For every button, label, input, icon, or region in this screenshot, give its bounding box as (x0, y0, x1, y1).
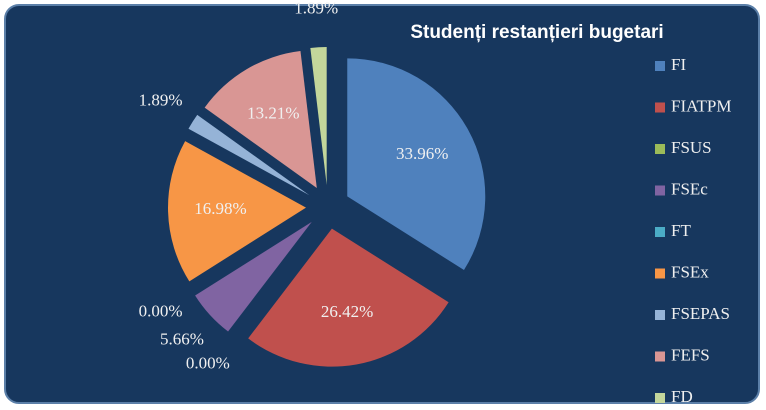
legend-swatch (655, 185, 665, 196)
data-label: 5.66% (160, 330, 204, 349)
legend-swatch (655, 144, 665, 154)
legend-swatch (655, 310, 665, 320)
pie-slice (168, 141, 307, 282)
legend-label: FD (671, 387, 693, 406)
data-label: 13.21% (247, 103, 299, 122)
chart-title: Studenți restanțieri bugetari (410, 22, 663, 43)
legend-swatch (655, 268, 665, 279)
pie-slice (347, 58, 486, 271)
legend-label: FSUS (671, 138, 712, 157)
data-label: 1.89% (139, 90, 183, 109)
legend-label: FSEx (671, 262, 709, 281)
legend-label: FI (671, 55, 686, 74)
legend-swatch (655, 102, 665, 113)
legend-label: FSEPAS (671, 304, 730, 323)
legend-label: FT (671, 221, 691, 240)
data-label: 26.42% (321, 302, 373, 321)
pie-slice (310, 47, 327, 186)
data-label: 16.98% (194, 199, 246, 218)
pie-slice (204, 51, 317, 189)
pie-slice (195, 221, 312, 332)
legend-label: FIATPM (671, 96, 731, 115)
legend-swatch (655, 351, 665, 362)
legend-label: FSEc (671, 179, 708, 198)
data-label: 33.96% (396, 144, 448, 163)
data-label: 0.00% (186, 353, 230, 372)
legend-label: FEFS (671, 345, 710, 364)
pie-slice (248, 228, 449, 367)
legend-swatch (655, 61, 665, 71)
pie-slice (188, 114, 310, 196)
legend-swatch (655, 227, 665, 237)
data-label: 1.89% (294, 0, 338, 17)
legend-swatch (655, 393, 665, 403)
data-label: 0.00% (139, 302, 183, 321)
